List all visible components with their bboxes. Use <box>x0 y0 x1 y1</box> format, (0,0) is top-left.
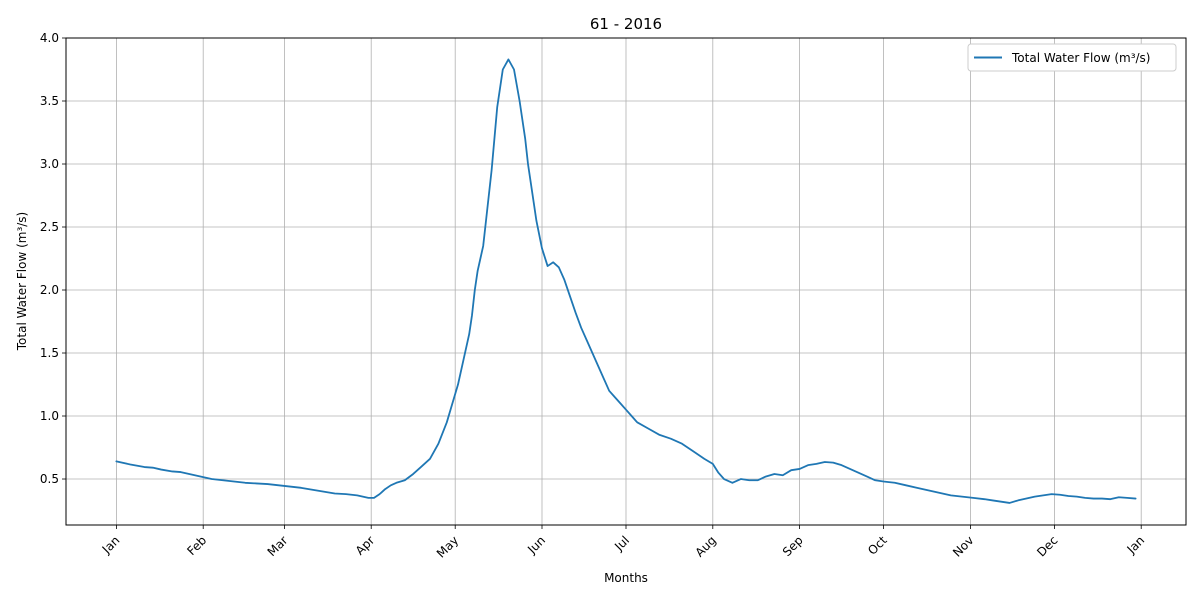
y-tick-label: 1.0 <box>40 409 59 423</box>
x-axis-label: Months <box>604 571 648 585</box>
legend-box <box>967 43 1177 72</box>
y-tick-label: 2.5 <box>40 220 59 234</box>
y-tick-label: 3.5 <box>40 94 59 108</box>
series-layer <box>115 58 1137 504</box>
y-tick-label: 4.0 <box>40 31 59 45</box>
y-tick-label: 2.0 <box>40 283 59 297</box>
series-line-total-water-flow <box>115 58 1137 504</box>
y-tick-label: 3.0 <box>40 157 59 171</box>
legend-entry-total-water-flow: Total Water Flow (m³/s) <box>1011 51 1151 65</box>
grid-layer <box>66 37 1186 525</box>
y-tick-label: 1.5 <box>40 346 59 360</box>
y-tick-label: 0.5 <box>40 472 59 486</box>
chart-title: 61 - 2016 <box>590 15 662 33</box>
plot-frame <box>65 37 1187 526</box>
y-axis-label: Total Water Flow (m³/s) <box>15 212 29 352</box>
legend: Total Water Flow (m³/s) <box>967 43 1177 72</box>
